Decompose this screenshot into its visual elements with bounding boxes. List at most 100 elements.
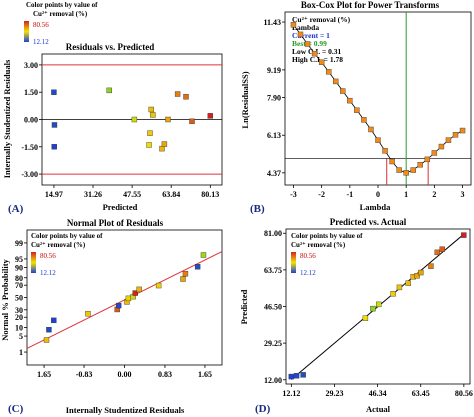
panel-a-ylabel: Internally Studentized Residuals xyxy=(2,59,12,178)
panel-c-x-tick-label: 1.65 xyxy=(37,370,51,379)
panel-c-points xyxy=(43,252,207,343)
panel-d-point xyxy=(434,249,440,256)
panel-b-curve-point xyxy=(375,137,381,143)
panel-a: Color points by value of Cu²⁺ removal (%… xyxy=(2,1,223,215)
panel-b-x-tick-label: -2 xyxy=(318,190,325,199)
panel-c-point xyxy=(155,282,162,289)
panel-c-y-tick-label: 50 xyxy=(15,294,23,303)
panel-c-x-tick-label: 0.83 xyxy=(158,370,172,379)
panel-b-curve-point xyxy=(403,170,409,176)
panel-a-label: (A) xyxy=(8,203,24,215)
panel-b: Box-Cox Plot for Power Transforms Cu²⁺ r… xyxy=(240,0,472,215)
panel-c-x-tick-label: 0.00 xyxy=(118,370,132,379)
panel-d-x-tick-label: 12.12 xyxy=(282,389,300,398)
panel-b-annot-lambda: Lambda xyxy=(292,23,319,32)
panel-c-y-tick-label: 5 xyxy=(19,332,23,341)
panel-b-x-tick-label: 0 xyxy=(376,190,380,199)
panel-b-curve-point xyxy=(311,50,318,57)
panel-a-point xyxy=(189,118,195,125)
panel-b-annot-current: Current = 1 xyxy=(292,31,330,40)
panel-b-y-tick-label: 11.43 xyxy=(263,18,281,27)
panel-b-curve-point xyxy=(333,78,339,85)
panel-c-y-tick-label: 20 xyxy=(15,313,23,322)
panel-c-frame xyxy=(26,229,223,366)
panel-a-legend-title: Color points by value of xyxy=(26,1,98,9)
panel-c-x-ticks: 1.65 -0.83 0.00 0.83 1.65 xyxy=(37,365,212,379)
panel-c-xlabel: Internally Studentized Residuals xyxy=(66,405,185,415)
panel-d-x-ticks: 12.12 29.23 46.34 63.45 80.56 xyxy=(282,384,473,398)
panel-a-point xyxy=(174,91,181,97)
panel-b-annotation: Cu²⁺ removal (%) Lambda Current = 1 Best… xyxy=(292,15,351,64)
panel-b-curve-point xyxy=(318,59,325,65)
panel-a-point xyxy=(148,106,154,113)
panel-c-x-tick-label: 1.65 xyxy=(198,370,212,379)
panel-a-point xyxy=(51,122,58,128)
panel-d-ylabel: Predicted xyxy=(239,289,249,324)
panel-b-y-tick-label: 4.37 xyxy=(267,169,281,178)
panel-b-annot-var: Cu²⁺ removal (%) xyxy=(292,15,351,24)
panel-b-x-tick-label: -1 xyxy=(346,190,353,199)
panel-b-curve-point xyxy=(325,69,332,75)
panel-d-y-tick-label: 63.75 xyxy=(264,266,282,275)
panel-c-legend-var: Cu²⁺ removal (%) xyxy=(31,241,86,249)
panel-d-y-tick-label: 12.00 xyxy=(264,376,282,385)
panel-d-point xyxy=(288,373,295,380)
panel-d-y-tick-label: 46.50 xyxy=(264,303,282,312)
panel-c-point xyxy=(180,276,186,282)
panel-b-curve-point xyxy=(361,117,367,123)
panel-c-point xyxy=(182,270,189,277)
panel-b-y-tick-label: 7.90 xyxy=(267,93,281,102)
panel-c-y-tick-label: 70 xyxy=(15,281,23,290)
panel-d-point xyxy=(418,269,424,276)
panel-d-point xyxy=(414,273,420,279)
panel-a-legend: Color points by value of Cu²⁺ removal (%… xyxy=(24,1,98,46)
panel-c-y-tick-label: 95 xyxy=(15,255,23,264)
panel-b-curve-point xyxy=(304,41,311,47)
panel-d-point xyxy=(293,373,300,379)
panel-a-point xyxy=(106,87,112,94)
panel-d-legend-colorbar xyxy=(291,252,296,273)
panel-c-y-tick-label: 30 xyxy=(15,306,23,315)
panel-d-point xyxy=(439,246,445,252)
panel-a-point xyxy=(159,145,165,152)
panel-a-point xyxy=(207,113,214,119)
panel-c-point xyxy=(136,286,142,293)
panel-b-y-ticks: 11.43 9.19 7.90 6.13 4.37 xyxy=(263,18,285,178)
panel-b-x-tick-label: 3 xyxy=(461,190,465,199)
panel-a-title: Residuals vs. Predicted xyxy=(66,42,155,52)
panel-a-point xyxy=(165,116,171,123)
panel-a-point xyxy=(51,89,57,95)
panel-a-y-tick-label: 3.00 xyxy=(24,61,38,70)
panel-b-curve-point xyxy=(396,167,402,173)
panel-b-x-tick-label: -3 xyxy=(290,190,297,199)
panel-b-curve-point xyxy=(368,126,374,133)
panel-c: Normal Plot of Residuals Color points by… xyxy=(0,218,223,415)
panel-b-x-ticks: -3 -2 -1 0 1 2 3 xyxy=(290,185,465,199)
panel-b-ylabel: Ln(ResidualSS) xyxy=(240,71,250,128)
panel-a-point xyxy=(147,130,153,136)
panel-a-point xyxy=(146,142,152,148)
panel-b-x-tick-label: 2 xyxy=(432,190,436,199)
panel-c-legend-high: 80.56 xyxy=(40,252,56,260)
panel-b-curve-point xyxy=(424,156,431,163)
panel-c-ylabel: Normal % Probability xyxy=(0,258,10,340)
panel-a-y-tick-label: 0.00 xyxy=(24,116,38,125)
panel-c-y-tick-label: 90 xyxy=(15,263,23,272)
panel-b-curve-point xyxy=(452,132,459,138)
panel-c-legend-colorbar xyxy=(31,252,36,273)
panel-b-curve-point xyxy=(445,137,452,143)
panel-b-y-tick-label: 6.13 xyxy=(267,131,281,140)
panel-d-x-tick-label: 80.56 xyxy=(455,389,473,398)
panel-b-curve-point xyxy=(354,107,360,113)
panel-d-point xyxy=(362,315,369,321)
panel-a-legend-high: 80.56 xyxy=(33,21,49,29)
panel-b-curve-point xyxy=(340,88,346,94)
panel-d-legend-title: Color points by value of xyxy=(291,232,363,240)
panel-b-curve-point xyxy=(417,162,423,168)
panel-d-legend-high: 80.56 xyxy=(300,252,316,260)
panel-b-curve-point xyxy=(347,97,353,104)
panel-d-y-tick-label: 81.00 xyxy=(264,229,282,238)
panel-d-y-tick-label: 29.25 xyxy=(264,339,282,348)
